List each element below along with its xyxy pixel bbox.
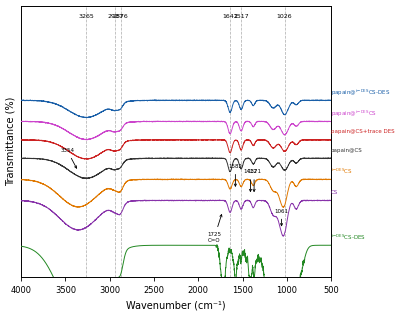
Text: 1026: 1026 <box>277 14 292 19</box>
Text: papain@$^{t\mathregular{-DES}}$CS: papain@$^{t\mathregular{-DES}}$CS <box>331 108 377 119</box>
X-axis label: Wavenumber (cm⁻¹): Wavenumber (cm⁻¹) <box>126 301 226 310</box>
Text: 1371: 1371 <box>247 169 261 191</box>
Text: 1642: 1642 <box>222 14 238 19</box>
Text: 2876: 2876 <box>113 14 128 19</box>
Text: papain@CS+trace DES: papain@CS+trace DES <box>331 130 394 135</box>
Text: papain@$^{t\mathregular{-DES}}$CS-DES: papain@$^{t\mathregular{-DES}}$CS-DES <box>331 87 390 98</box>
Y-axis label: Transmittance (%): Transmittance (%) <box>6 96 16 186</box>
Text: 3354: 3354 <box>60 148 77 168</box>
Text: 1412: 1412 <box>244 169 258 191</box>
Text: 1517: 1517 <box>233 14 249 19</box>
Text: $^{t\mathregular{-DES}}$CS: $^{t\mathregular{-DES}}$CS <box>331 167 353 176</box>
Text: $^{t\mathregular{-DES}}$CS-DES: $^{t\mathregular{-DES}}$CS-DES <box>331 233 366 242</box>
Text: papain@CS: papain@CS <box>331 148 362 153</box>
Text: 1061: 1061 <box>274 209 288 226</box>
Text: 1725
C=O: 1725 C=O <box>207 215 222 243</box>
Text: 2937: 2937 <box>107 14 123 19</box>
Text: 1582: 1582 <box>228 164 242 186</box>
Text: 3265: 3265 <box>78 14 94 19</box>
Text: CS: CS <box>331 190 338 195</box>
